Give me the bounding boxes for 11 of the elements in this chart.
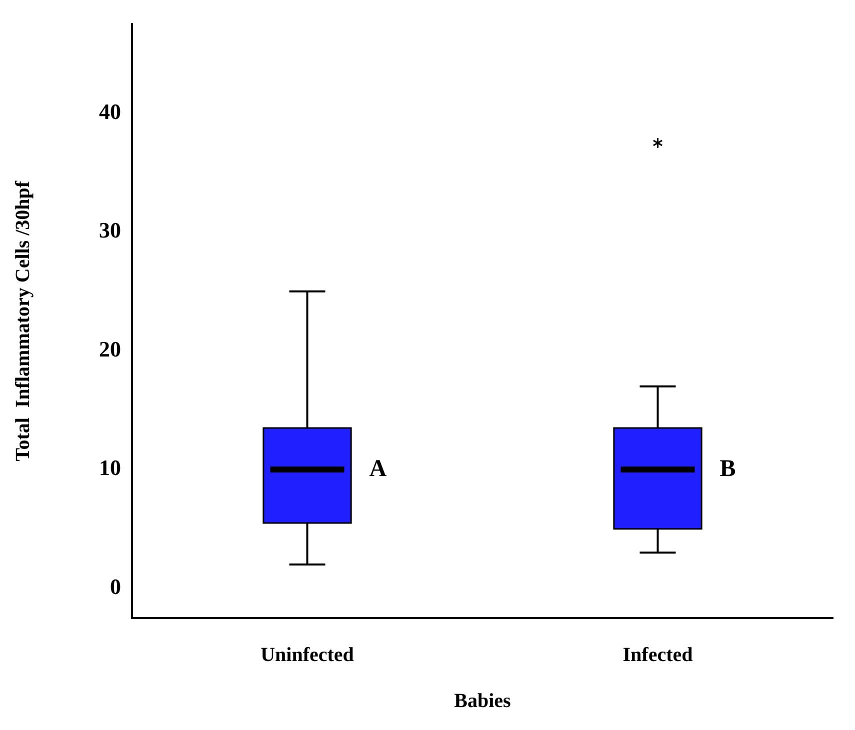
annotation: B <box>720 456 736 482</box>
y-tick-label: 40 <box>99 98 121 124</box>
y-axis-title: Total Inflammatory Cells /30hpf <box>12 180 34 462</box>
y-tick-label: 30 <box>99 218 121 243</box>
x-axis-title: Babies <box>454 690 512 712</box>
y-tick-label: 20 <box>99 336 121 362</box>
x-tick-label: Uninfected <box>260 644 354 666</box>
annotation: A <box>369 456 388 482</box>
y-tick-label: 0 <box>110 574 121 599</box>
y-tick-label: 10 <box>99 455 121 480</box>
x-tick-label: Infected <box>622 644 693 666</box>
